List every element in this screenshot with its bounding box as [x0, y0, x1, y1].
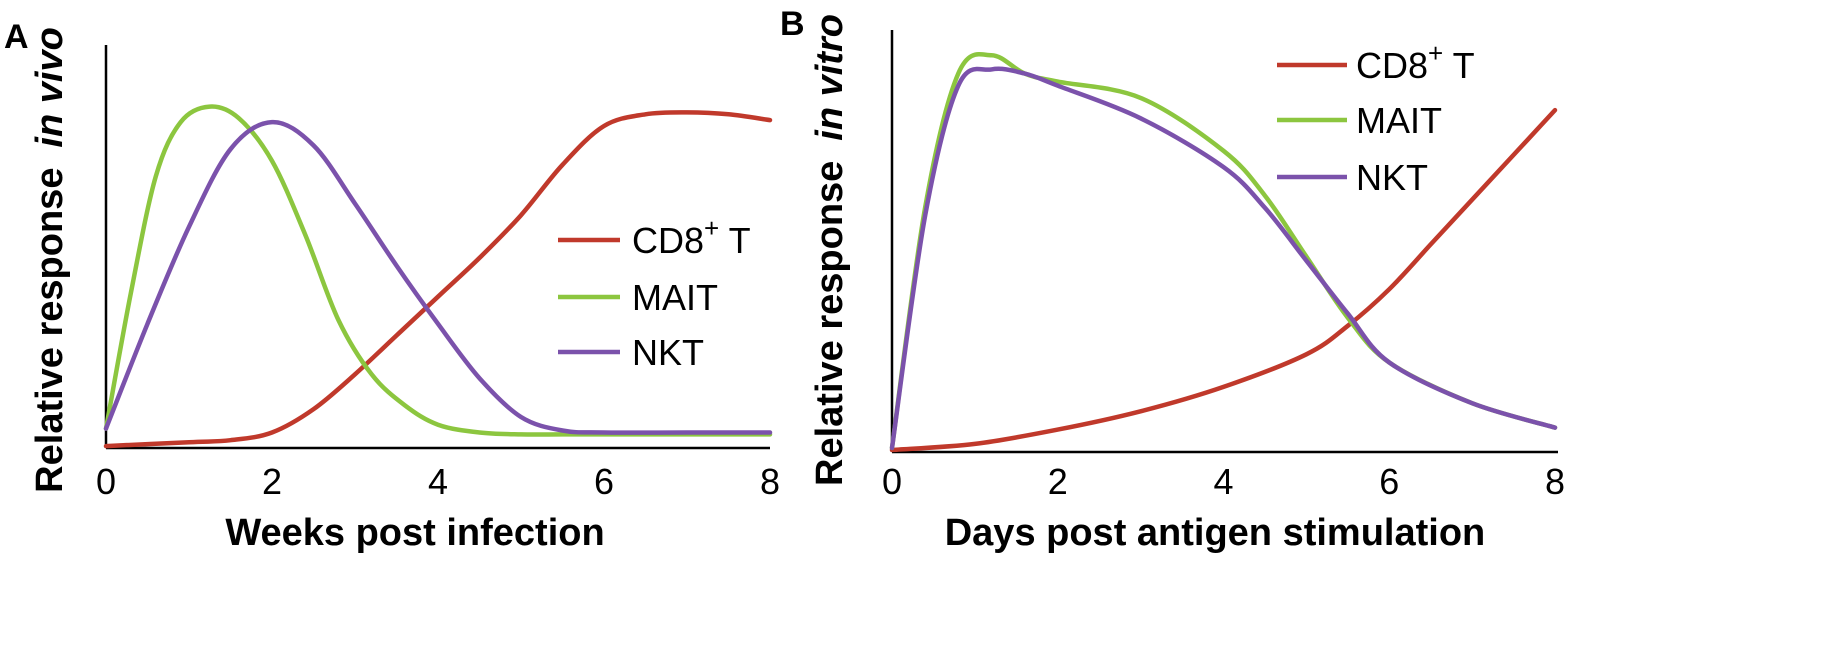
- panel-b-x-tick-labels: 0 2 4 6 8: [882, 461, 1565, 502]
- panel-a-x-tick-labels: 0 2 4 6 8: [96, 461, 780, 502]
- panel-a-chart: A Relative response in vivo 0 2 4 6 8 Weeks p…: [4, 18, 780, 554]
- panel-a-y-axis-title-italic: in vivo: [29, 27, 71, 147]
- panel-b-series-line-nkt: [889, 66, 1558, 451]
- panel-b-y-axis-title-main: Relative response: [809, 161, 851, 486]
- panel-a-series-lines: [103, 104, 773, 449]
- panel-b-x-tick-label-8: 8: [1545, 461, 1565, 502]
- panel-b-series-line-cd8: [889, 107, 1558, 453]
- panel-a-x-tick-label-8: 8: [760, 461, 780, 502]
- panel-b-legend-cd8-sup: +: [1428, 38, 1443, 68]
- panel-b-y-axis-title: Relative response in vitro: [809, 14, 851, 486]
- panel-b-x-tick-label-6: 6: [1379, 461, 1399, 502]
- panel-b-x-tick-label-0: 0: [882, 461, 902, 502]
- panel-b-legend-cd8-name: CD8: [1356, 45, 1428, 86]
- svg-text:Relative responsein vivo: Relative response in vivo: [29, 27, 71, 493]
- panel-b-legend-label-nkt: NKT: [1356, 157, 1428, 198]
- panel-b-letter: B: [780, 5, 805, 43]
- panel-b-x-axis-title: Days post antigen stimulation: [945, 512, 1486, 554]
- panel-a-letter: A: [4, 18, 29, 56]
- panel-a-legend: CD8+ T MAIT NKT: [558, 213, 751, 373]
- panel-b-legend-label-cd8: CD8+ T: [1356, 38, 1475, 86]
- svg-text:Relative responsein vitro: Relative response in vitro: [809, 14, 851, 486]
- panel-a-x-axis-title: Weeks post infection: [225, 512, 604, 554]
- panel-a-x-tick-label-2: 2: [262, 461, 282, 502]
- panel-b-x-tick-label-2: 2: [1048, 461, 1068, 502]
- panel-a-legend-label-cd8: CD8+ T: [632, 213, 751, 261]
- panel-a-x-tick-label-0: 0: [96, 461, 116, 502]
- panel-b-y-axis-title-italic: in vitro: [809, 14, 851, 141]
- panel-a-series-line-mait: [103, 104, 773, 437]
- panel-b-legend-cd8-suffix: T: [1443, 45, 1474, 86]
- panel-a-series-line-cd8: [103, 110, 773, 449]
- panel-a-legend-cd8-suffix: T: [719, 220, 750, 261]
- panel-a-series-line-nkt: [103, 119, 773, 435]
- panel-a-y-axis-title-main: Relative response: [29, 168, 71, 493]
- panel-b-series-lines: [889, 52, 1558, 453]
- panel-b-legend: CD8+ T MAIT NKT: [1277, 38, 1475, 198]
- panel-a-legend-cd8-name: CD8: [632, 220, 704, 261]
- panel-a-legend-cd8-sup: +: [704, 213, 719, 243]
- panel-a-y-axis-title: Relative response in vivo: [29, 27, 71, 493]
- panel-b-x-tick-label-4: 4: [1213, 461, 1233, 502]
- panel-a-x-tick-label-6: 6: [594, 461, 614, 502]
- panel-a-x-tick-label-4: 4: [428, 461, 448, 502]
- panel-b-legend-label-mait: MAIT: [1356, 100, 1442, 141]
- panel-a-legend-label-nkt: NKT: [632, 332, 704, 373]
- panel-b-chart: B Relative response in vitro 0 2 4 6 8 Days p…: [780, 5, 1565, 554]
- panel-a-legend-label-mait: MAIT: [632, 277, 718, 318]
